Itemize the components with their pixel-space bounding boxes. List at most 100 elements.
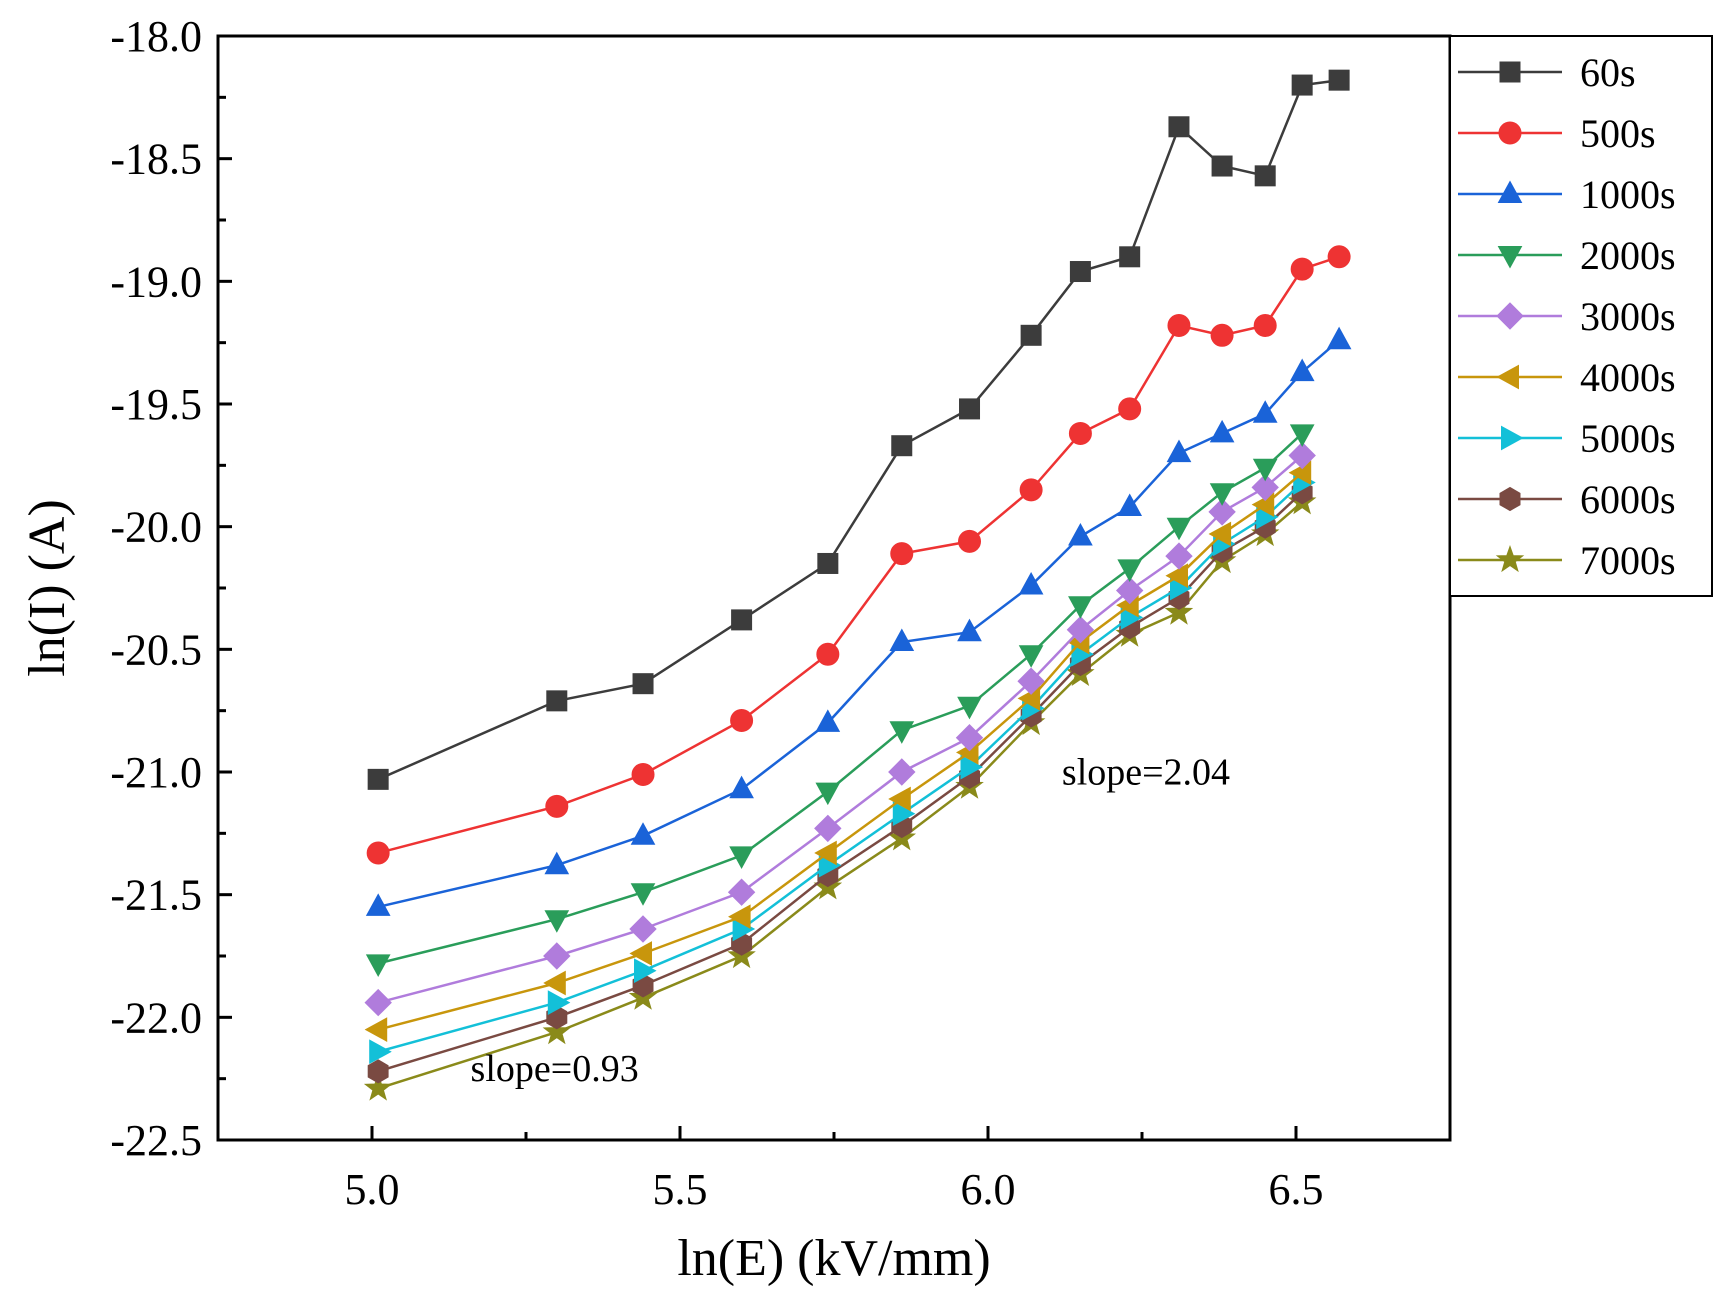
x-tick-label: 6.0 bbox=[961, 1165, 1016, 1214]
data-point bbox=[727, 878, 756, 906]
data-point bbox=[1208, 498, 1236, 526]
data-point bbox=[1166, 517, 1192, 541]
series-line bbox=[377, 339, 1340, 909]
data-point bbox=[1168, 116, 1190, 138]
data-point bbox=[631, 762, 655, 786]
data-point bbox=[545, 794, 569, 818]
data-point bbox=[1068, 596, 1093, 619]
data-point bbox=[546, 690, 568, 712]
legend-label: 500s bbox=[1580, 111, 1656, 156]
data-point bbox=[815, 782, 841, 806]
data-point bbox=[1328, 69, 1350, 91]
data-point bbox=[1068, 421, 1092, 445]
series-line bbox=[377, 471, 1304, 1031]
legend-label: 6000s bbox=[1580, 477, 1676, 522]
data-point bbox=[629, 915, 657, 943]
data-point bbox=[815, 709, 841, 732]
data-point bbox=[634, 958, 657, 984]
data-point bbox=[888, 758, 916, 786]
legend-marker bbox=[1501, 425, 1524, 451]
data-point bbox=[629, 941, 652, 966]
y-tick-label: -20.0 bbox=[110, 503, 202, 552]
data-point bbox=[544, 910, 570, 933]
data-point bbox=[1117, 493, 1143, 516]
data-point bbox=[1018, 571, 1044, 595]
data-point bbox=[1066, 615, 1095, 644]
data-point bbox=[892, 801, 916, 827]
data-point bbox=[1289, 358, 1315, 382]
data-point bbox=[957, 618, 982, 642]
data-point bbox=[1117, 559, 1143, 582]
y-tick-label: -19.5 bbox=[110, 380, 202, 429]
legend-label: 5000s bbox=[1580, 416, 1676, 461]
x-tick-label: 5.5 bbox=[653, 1165, 708, 1214]
data-point bbox=[542, 1017, 572, 1045]
legend-item-7000s: 7000s bbox=[1458, 538, 1676, 583]
data-point bbox=[1068, 522, 1093, 546]
data-point bbox=[955, 723, 984, 752]
series-500s bbox=[366, 245, 1351, 865]
series-line bbox=[377, 501, 1304, 1090]
data-point bbox=[1069, 261, 1091, 283]
data-point bbox=[816, 642, 840, 666]
axis-tick-labels: 5.0 5.5 6.0 6.5 -18.0 -18.5 -19.0 -19.5 -20.0 -20… bbox=[110, 12, 1323, 1214]
legend-marker bbox=[1495, 544, 1525, 573]
series-line bbox=[377, 432, 1304, 965]
legend-marker bbox=[1497, 180, 1523, 203]
data-point bbox=[630, 883, 656, 906]
legend-marker bbox=[1498, 121, 1522, 145]
data-point bbox=[366, 841, 390, 865]
data-point bbox=[1254, 165, 1276, 187]
data-point bbox=[365, 893, 391, 916]
y-tick-label: -18.0 bbox=[110, 12, 202, 61]
x-tick-label: 6.5 bbox=[1269, 1165, 1324, 1214]
data-point bbox=[1167, 313, 1191, 337]
series-3000s bbox=[364, 441, 1316, 1017]
data-point bbox=[1209, 483, 1235, 506]
data-point bbox=[367, 1059, 389, 1084]
y-tick-label: -18.5 bbox=[110, 135, 202, 184]
data-point bbox=[1115, 576, 1144, 605]
legend-label: 3000s bbox=[1580, 294, 1676, 339]
data-point bbox=[363, 1073, 393, 1101]
legend-marker bbox=[1496, 302, 1524, 330]
series-2000s bbox=[365, 424, 1315, 977]
data-point bbox=[1211, 155, 1233, 177]
series-line bbox=[377, 454, 1304, 1004]
legend-item-5000s: 5000s bbox=[1458, 416, 1676, 461]
data-point bbox=[547, 990, 571, 1015]
data-point bbox=[731, 609, 753, 631]
data-point bbox=[1290, 257, 1314, 281]
data-point bbox=[729, 846, 754, 869]
data-point bbox=[1252, 400, 1278, 423]
data-point bbox=[1164, 597, 1194, 625]
data-point bbox=[1327, 245, 1351, 269]
data-point bbox=[817, 552, 839, 574]
data-point bbox=[891, 435, 913, 457]
legend-item-500s: 500s bbox=[1458, 111, 1656, 156]
legend-item-3000s: 3000s bbox=[1458, 294, 1676, 339]
data-point bbox=[957, 696, 982, 720]
legend-label: 2000s bbox=[1580, 233, 1676, 278]
data-point bbox=[960, 754, 984, 780]
data-point bbox=[632, 673, 654, 695]
data-point bbox=[1020, 324, 1042, 346]
data-point bbox=[543, 970, 566, 996]
legend-item-2000s: 2000s bbox=[1458, 233, 1676, 278]
data-point bbox=[889, 721, 915, 744]
legend-item-1000s: 1000s bbox=[1458, 172, 1676, 217]
data-point bbox=[1251, 473, 1279, 502]
legend-label: 60s bbox=[1580, 50, 1636, 95]
y-tick-label: -19.0 bbox=[110, 257, 202, 306]
legend-label: 1000s bbox=[1580, 172, 1676, 217]
data-point bbox=[1289, 424, 1315, 447]
data-point bbox=[959, 398, 981, 420]
legend: 60s 500s 1000s 2000s 3000s 4000s 5000s 6000s 700… bbox=[1449, 35, 1713, 597]
data-point bbox=[1326, 326, 1352, 350]
data-point bbox=[814, 840, 837, 866]
data-point bbox=[729, 775, 754, 799]
data-point bbox=[890, 542, 914, 566]
data-point bbox=[1210, 323, 1234, 347]
series-layer bbox=[363, 69, 1352, 1101]
